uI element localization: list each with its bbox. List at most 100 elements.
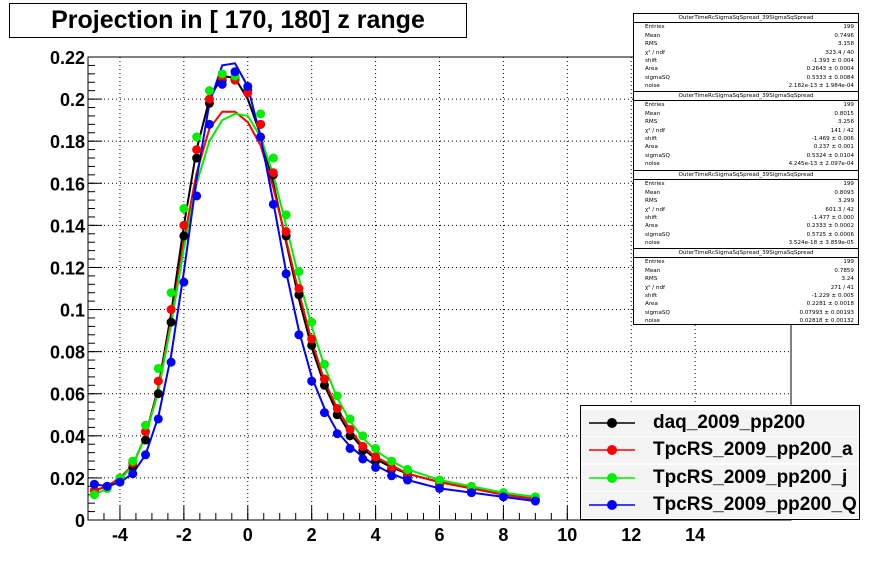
stats-row: Entries 199 [634, 23, 858, 31]
stats-key: shift [645, 293, 658, 300]
stats-key: Entries [645, 102, 665, 109]
data-point-1 [307, 334, 317, 344]
data-point-1 [179, 220, 189, 230]
data-point-0 [307, 340, 317, 350]
stats-key: sigmaSQ [645, 231, 670, 238]
stats-row: noise 0.02818 ± 0.00132 [634, 317, 858, 325]
y-tick-label: 0.14 [50, 216, 85, 236]
y-tick-label: 0.12 [50, 258, 85, 278]
stats-value: 3.524e-18 ± 3.859e-05 [788, 240, 854, 247]
stats-value: 323.4 / 40 [825, 49, 854, 56]
data-point-1 [243, 88, 253, 98]
stats-key: shift [645, 58, 658, 65]
stats-key: RMS [645, 198, 658, 205]
data-point-3 [243, 81, 253, 91]
stats-row: RMS 3.24 [634, 275, 858, 283]
data-point-0 [141, 435, 151, 445]
stats-value: 199 [843, 24, 854, 31]
legend-entry: TpcRS_2009_pp200_Q [581, 492, 859, 518]
stats-value: 0.7496 [834, 32, 854, 39]
stats-header: OuterTimeRcSigmaSqSpread_39SigmaSqSpread [634, 14, 858, 24]
stats-value: 601.3 / 42 [825, 206, 854, 213]
x-tick-label: 10 [557, 525, 577, 545]
data-point-0 [294, 290, 304, 300]
stats-row: χ² / ndf 323.4 / 40 [634, 49, 858, 57]
stats-box: OuterTimeRcSigmaSqSpread_39SigmaSqSpread… [633, 248, 859, 325]
x-tick-label: 8 [498, 525, 508, 545]
stats-key: noise [645, 83, 660, 90]
stats-header: OuterTimeRcSigmaSqSpread_39SigmaSqSpread [634, 249, 858, 259]
data-point-3 [268, 199, 278, 209]
stats-row: Mean 0.7496 [634, 32, 858, 40]
legend-marker-icon [589, 445, 635, 455]
data-point-2 [387, 456, 397, 466]
stats-row: shift -1.469 ± 0.006 [634, 135, 858, 143]
stats-value: 3.158 [837, 41, 854, 48]
data-point-1 [153, 376, 163, 386]
stats-box: OuterTimeRcSigmaSqSpread_39SigmaSqSpread… [633, 13, 859, 92]
data-point-1 [387, 462, 397, 472]
stats-row: RMS 3.158 [634, 40, 858, 48]
data-point-0 [319, 380, 329, 390]
stats-row: shift -1.229 ± 0.005 [634, 292, 858, 300]
stats-value: 271 / 41 [830, 284, 854, 291]
data-point-1 [256, 119, 266, 129]
data-point-3 [128, 469, 138, 479]
stats-key: Mean [645, 267, 661, 274]
data-point-3 [294, 330, 304, 340]
stats-row: Area 0.2333 ± 0.0002 [634, 222, 858, 230]
data-point-3 [102, 481, 112, 491]
stats-key: Area [645, 144, 658, 151]
data-point-2 [332, 391, 342, 401]
stats-row: Mean 0.7859 [634, 267, 858, 275]
data-point-1 [371, 452, 381, 462]
data-point-3 [166, 357, 176, 367]
data-point-1 [166, 305, 176, 315]
stats-key: noise [645, 161, 660, 168]
data-point-1 [204, 94, 214, 104]
data-point-0 [345, 431, 355, 441]
data-point-0 [192, 153, 202, 163]
stats-header: OuterTimeRcSigmaSqSpread_39SigmaSqSpread [634, 92, 858, 102]
stats-row: Mean 0.8015 [634, 110, 858, 118]
stats-value: 0.07993 ± 0.00193 [799, 309, 854, 316]
stats-key: Area [645, 301, 658, 308]
stats-value: 0.5725 ± 0.0006 [806, 231, 854, 238]
data-point-3 [498, 492, 508, 502]
stats-value: -1.469 ± 0.006 [811, 136, 854, 143]
stats-row: Area 0.2281 ± 0.0018 [634, 300, 858, 308]
stats-value: -1.477 ± 0.000 [811, 215, 854, 222]
data-point-2 [307, 317, 317, 327]
legend-entry: TpcRS_2009_pp200_a [581, 437, 859, 463]
stats-key: χ² / ndf [645, 127, 665, 134]
data-point-3 [530, 496, 540, 506]
stats-row: Entries 199 [634, 101, 858, 109]
data-point-2 [153, 363, 163, 373]
stats-key: shift [645, 215, 658, 222]
stats-value: 0.237 ± 0.001 [813, 144, 854, 151]
x-tick-label: -2 [176, 525, 192, 545]
data-point-2 [217, 69, 227, 79]
stats-row: Mean 0.8093 [634, 189, 858, 197]
data-point-3 [307, 376, 317, 386]
stats-row: noise 2.182e-13 ± 1.984e-04 [634, 82, 858, 90]
data-point-3 [89, 479, 99, 489]
data-point-3 [115, 477, 125, 487]
stats-key: RMS [645, 119, 658, 126]
x-tick-label: 12 [621, 525, 641, 545]
y-tick-label: 0.2 [60, 90, 85, 110]
data-point-2 [268, 153, 278, 163]
y-tick-label: 0.08 [50, 343, 85, 363]
data-point-3 [435, 483, 444, 493]
data-point-2 [204, 86, 214, 96]
stats-key: noise [645, 318, 660, 325]
data-point-2 [466, 481, 476, 491]
data-point-3 [179, 277, 189, 287]
data-point-2 [192, 132, 202, 142]
legend-label: TpcRS_2009_pp200_j [653, 467, 848, 488]
stats-row: noise 4.245e-13 ± 2.097e-04 [634, 160, 858, 168]
legend-label: TpcRS_2009_pp200_a [653, 439, 853, 460]
stats-key: RMS [645, 276, 658, 283]
x-tick-label: 6 [434, 525, 444, 545]
data-point-3 [358, 454, 368, 464]
